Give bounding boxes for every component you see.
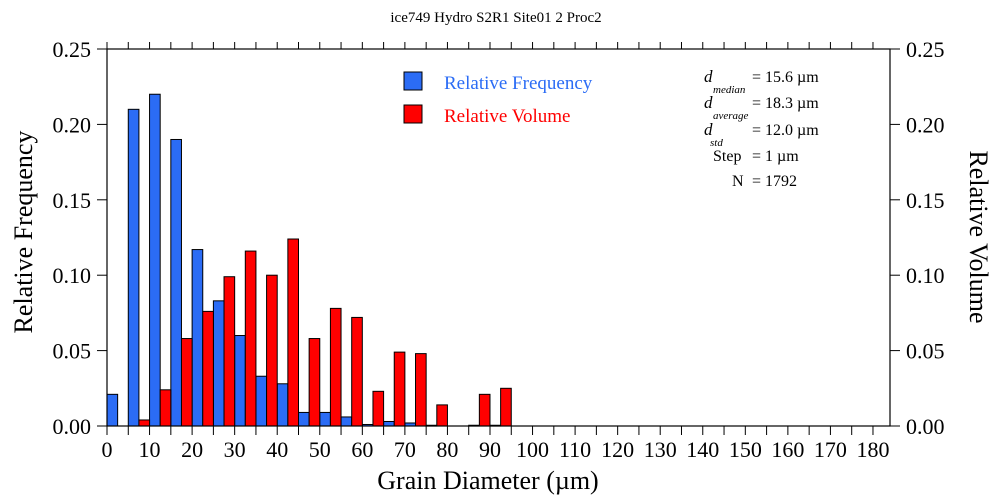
x-tick-label: 20 [181, 437, 203, 462]
y2-tick-label: 0.25 [906, 37, 945, 62]
volume-bar [159, 389, 172, 427]
legend: Relative Frequency Relative Volume [403, 71, 593, 127]
y2-axis-ticks: 0.00 0.05 0.10 0.15 0.20 0.25 [890, 37, 945, 439]
statistics-box: d median = 15.6 µm d average = 18.3 µm d… [704, 67, 819, 190]
x-axis-ticks: 0 10 20 30 40 50 60 70 80 90 100 110 120 130 140 150 160… [102, 42, 889, 462]
volume-bar [308, 338, 321, 427]
stat-std-sub: std [710, 137, 723, 149]
legend-label-frequency: Relative Frequency [444, 73, 593, 94]
frequency-bar [340, 416, 353, 427]
volume-bar [500, 387, 512, 427]
x-tick-label: 130 [644, 437, 677, 462]
volume-bar [202, 310, 214, 427]
x-tick-label: 50 [309, 437, 331, 462]
frequency-bar [383, 420, 395, 427]
x-tick-label: 110 [559, 437, 591, 462]
chart-title: ice749 Hydro S2R1 Site01 2 Proc2 [390, 10, 601, 26]
stat-median-symbol: d [704, 67, 713, 86]
x-tick-label: 100 [516, 437, 549, 462]
legend-label-volume: Relative Volume [444, 106, 570, 127]
stat-median-value: = 15.6 µm [752, 69, 819, 86]
stat-median-sub: median [713, 84, 746, 96]
stat-n-label: N [732, 173, 744, 190]
frequency-bar [106, 393, 119, 427]
volume-bar [372, 390, 385, 427]
x-tick-label: 120 [601, 437, 634, 462]
volume-bar [180, 338, 193, 427]
y-axis-ticks: 0.00 0.05 0.10 0.15 0.20 0.25 [53, 37, 107, 439]
volume-bar [138, 419, 151, 427]
volume-bar [287, 238, 299, 427]
x-tick-label: 160 [771, 437, 804, 462]
x-tick-label: 40 [266, 437, 288, 462]
y2-axis-title: Relative Volume [964, 150, 993, 323]
x-tick-label: 70 [394, 437, 416, 462]
frequency-bar [191, 249, 204, 427]
volume-bar [478, 393, 491, 427]
frequency-bar [170, 138, 182, 427]
frequency-bar [127, 108, 140, 427]
frequency-bar [149, 93, 161, 427]
stat-average-value: = 18.3 µm [752, 95, 819, 112]
x-tick-label: 60 [351, 437, 373, 462]
frequency-bar [255, 375, 268, 427]
volume-bar [244, 250, 257, 427]
y2-tick-label: 0.15 [906, 188, 945, 213]
x-tick-label: 90 [479, 437, 501, 462]
y-tick-label: 0.15 [53, 188, 92, 213]
y2-tick-label: 0.20 [906, 112, 945, 137]
y-axis-title: Relative Frequency [9, 131, 38, 334]
bars-group [106, 93, 512, 427]
stat-average-sub: average [713, 110, 749, 122]
frequency-bar [276, 383, 289, 427]
y2-tick-label: 0.05 [906, 339, 945, 364]
volume-bar [329, 307, 342, 427]
volume-bar [351, 316, 363, 427]
plot-frame [106, 48, 891, 427]
y-tick-label: 0.25 [53, 37, 92, 62]
volume-bar [436, 404, 448, 427]
legend-swatch-volume [403, 104, 423, 124]
volume-bar [266, 274, 278, 427]
x-tick-label: 80 [436, 437, 458, 462]
x-axis-title: Grain Diameter (µm) [377, 466, 598, 495]
stat-step-value: = 1 µm [752, 148, 799, 165]
frequency-bar [297, 411, 310, 427]
stat-std-symbol: d [704, 120, 713, 139]
frequency-bar [234, 335, 246, 427]
y-tick-label: 0.00 [53, 414, 92, 439]
stat-average-symbol: d [704, 93, 713, 112]
frequency-bar [212, 300, 225, 427]
stat-n-value: = 1792 [752, 173, 797, 190]
x-tick-label: 140 [686, 437, 719, 462]
stat-step-label: Step [713, 148, 741, 165]
volume-bar [415, 353, 427, 427]
stat-std-value: = 12.0 µm [752, 122, 819, 139]
x-tick-label: 150 [729, 437, 762, 462]
y-tick-label: 0.05 [53, 339, 92, 364]
y2-tick-label: 0.00 [906, 414, 945, 439]
x-tick-label: 180 [856, 437, 889, 462]
volume-bar [223, 276, 236, 427]
x-tick-label: 30 [224, 437, 246, 462]
frequency-bar [319, 411, 331, 427]
x-tick-label: 10 [139, 437, 161, 462]
x-tick-label: 170 [814, 437, 847, 462]
y2-tick-label: 0.10 [906, 263, 945, 288]
legend-swatch-frequency [403, 71, 423, 91]
y-tick-label: 0.20 [53, 112, 92, 137]
volume-bar [393, 351, 406, 427]
y-tick-label: 0.10 [53, 263, 92, 288]
x-tick-label: 0 [102, 437, 113, 462]
